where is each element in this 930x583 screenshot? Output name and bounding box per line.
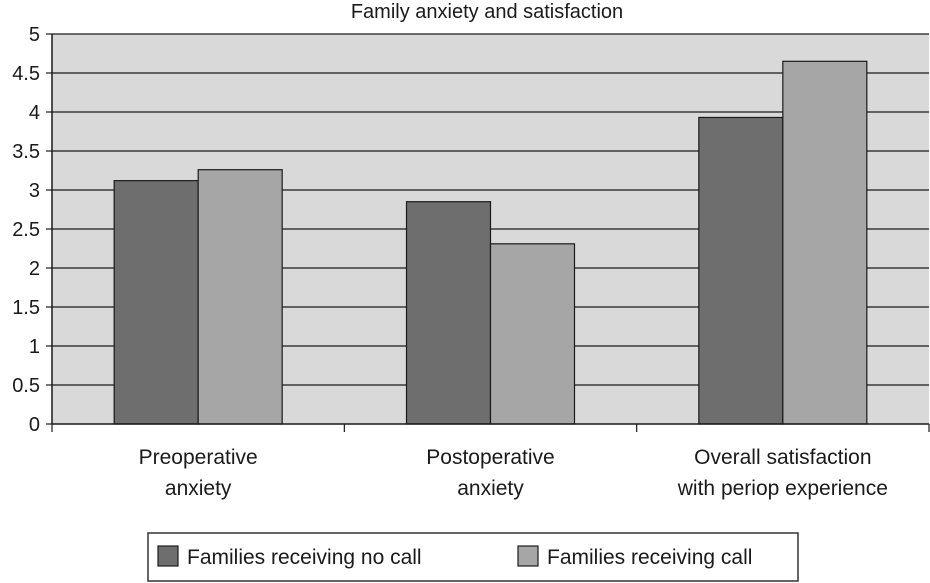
y-tick-label: 4.5 xyxy=(12,63,40,85)
y-axis-ticks: 0 0.5 1 1.5 2 2.5 3 3.5 4 4.5 5 xyxy=(12,24,52,436)
y-tick-label: 4 xyxy=(29,102,40,124)
y-tick-label: 0 xyxy=(29,414,40,436)
bar-no-call-1 xyxy=(405,201,492,425)
x-axis-labels: Preoperative anxiety Postoperative anxiety O… xyxy=(139,446,888,500)
x-category-label: Postoperative xyxy=(426,446,554,469)
x-category-label: anxiety xyxy=(457,477,524,500)
x-category-label: anxiety xyxy=(165,477,232,500)
y-tick-label: 3.5 xyxy=(12,141,40,163)
y-tick-label: 0.5 xyxy=(12,375,40,397)
bar-call-2 xyxy=(782,60,868,425)
y-tick-label: 3 xyxy=(29,180,40,202)
legend-label: Families receiving no call xyxy=(187,546,422,569)
y-tick-label: 2 xyxy=(29,258,40,280)
y-tick-label: 5 xyxy=(29,24,40,46)
y-tick-label: 2.5 xyxy=(12,219,40,241)
legend: Families receiving no call Families recei… xyxy=(147,532,799,582)
legend-swatch xyxy=(517,545,539,567)
y-tick-label: 1 xyxy=(29,336,40,358)
legend-box xyxy=(147,532,799,582)
bar-no-call-2 xyxy=(698,116,784,425)
bars-group xyxy=(113,60,868,425)
chart-title: Family anxiety and satisfaction xyxy=(351,1,623,23)
y-tick-label: 1.5 xyxy=(12,297,40,319)
bar-call-1 xyxy=(489,243,576,425)
x-category-label: with periop experience xyxy=(677,477,888,500)
x-category-label: Preoperative xyxy=(139,446,258,469)
legend-swatch xyxy=(157,545,179,567)
bar-call-0 xyxy=(197,169,283,425)
legend-label: Families receiving call xyxy=(547,546,752,569)
bar-no-call-0 xyxy=(113,180,199,425)
x-category-label: Overall satisfaction xyxy=(694,446,871,469)
